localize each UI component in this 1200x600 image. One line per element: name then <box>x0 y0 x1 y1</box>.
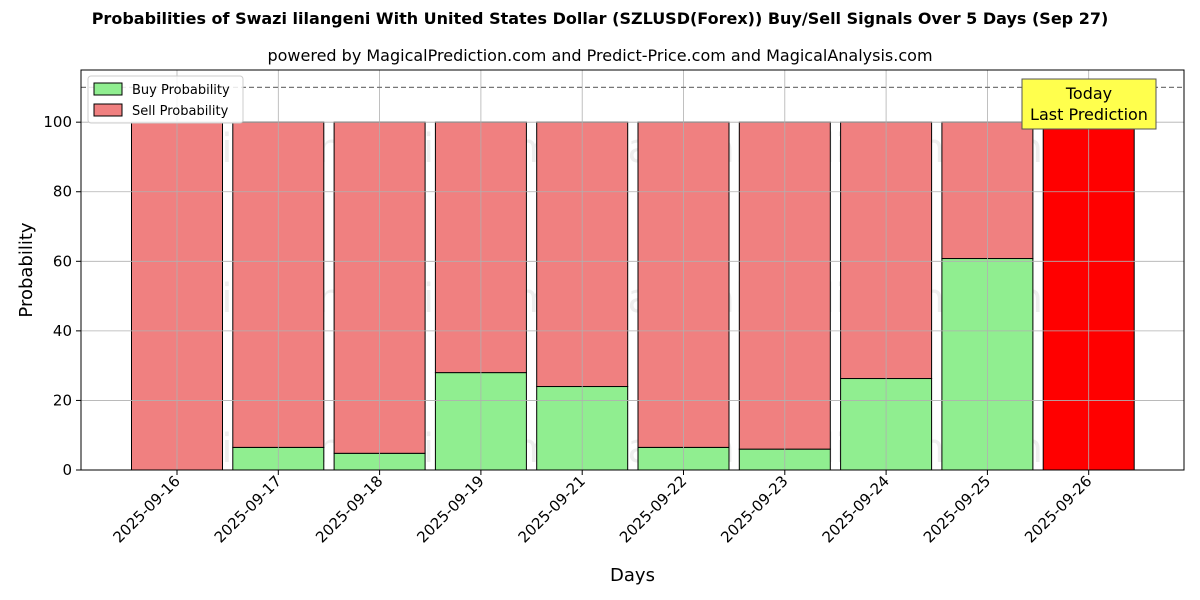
legend-swatch <box>93 82 123 96</box>
chart-title: Probabilities of Swazi lilangeni With Un… <box>91 9 1109 28</box>
x-tick-label: 2025-09-23 <box>717 472 791 546</box>
x-tick-label: 2025-09-19 <box>413 472 487 546</box>
x-tick-label: 2025-09-26 <box>1021 472 1095 546</box>
annotation-text: Today <box>1065 84 1112 103</box>
x-tick-label: 2025-09-25 <box>920 472 994 546</box>
legend-label: Buy Probability <box>132 83 230 98</box>
legend-swatch <box>93 103 123 117</box>
y-tick-label: 100 <box>43 113 72 131</box>
annotation-text: Last Prediction <box>1030 105 1148 124</box>
y-tick-label: 0 <box>62 461 72 479</box>
x-tick-label: 2025-09-18 <box>312 472 386 546</box>
y-axis-label: Probability <box>16 222 37 317</box>
y-tick-label: 60 <box>53 252 72 270</box>
x-tick-label: 2025-09-17 <box>211 472 285 546</box>
x-tick-label: 2025-09-24 <box>819 472 893 546</box>
x-axis-label: Days <box>610 565 655 586</box>
plot-frame <box>80 69 1185 471</box>
chart-subtitle: powered by MagicalPrediction.com and Pre… <box>267 46 933 65</box>
x-tick-label: 2025-09-22 <box>616 472 690 546</box>
annotation-box <box>1021 78 1157 130</box>
y-tick-label: 20 <box>53 391 72 409</box>
x-tick-label: 2025-09-16 <box>109 472 183 546</box>
legend-label: Sell Probability <box>132 104 229 119</box>
x-tick-label: 2025-09-21 <box>515 472 589 546</box>
y-tick-label: 80 <box>53 183 72 201</box>
y-tick-label: 40 <box>53 322 72 340</box>
legend-box <box>87 75 244 124</box>
